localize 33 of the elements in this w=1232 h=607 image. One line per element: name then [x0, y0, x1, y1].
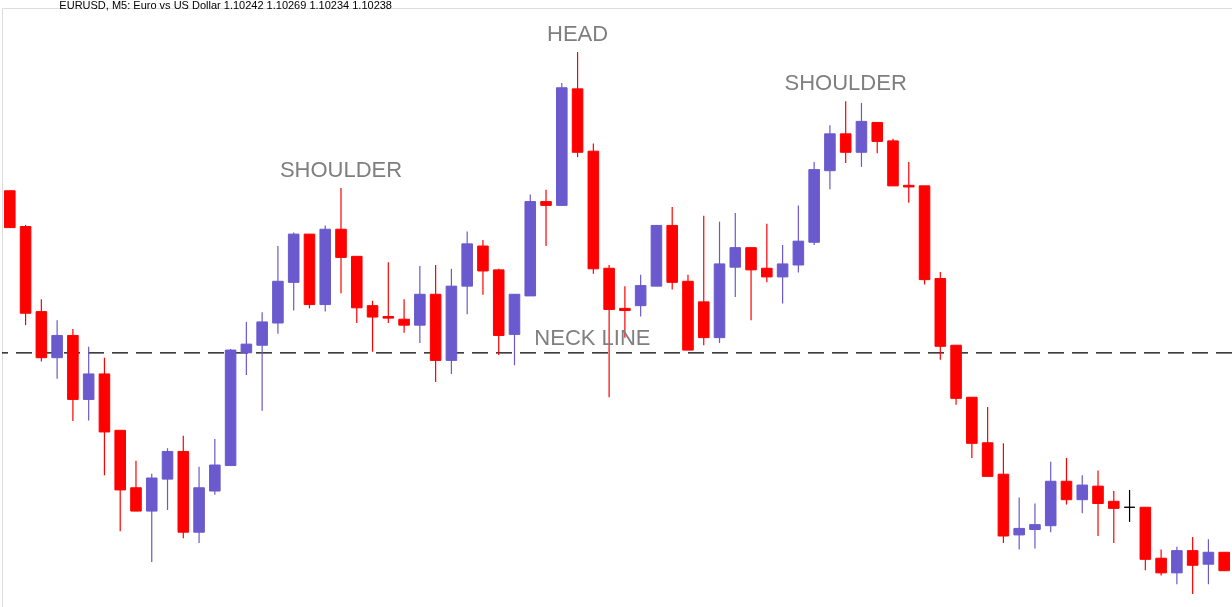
candlestick — [1155, 548, 1167, 577]
candlestick — [729, 212, 742, 298]
candlestick — [839, 100, 852, 164]
candlestick — [1092, 469, 1104, 537]
candlestick — [1108, 490, 1120, 544]
candlestick — [1013, 496, 1025, 551]
candlestick — [1186, 536, 1199, 595]
candlestick — [1076, 474, 1089, 514]
candlestick — [761, 223, 773, 283]
candlestick — [398, 298, 410, 334]
candlestick — [130, 460, 142, 512]
candlestick — [382, 261, 395, 324]
candlestick — [634, 274, 647, 318]
chart-title: EURUSD, M5: Euro vs US Dollar 1.10242 1.10269 1.10234 1.10238 — [59, 0, 393, 11]
candlestick — [792, 204, 805, 274]
candlestick — [1218, 551, 1230, 572]
annotation: HEAD — [547, 21, 609, 46]
candlestick — [1060, 457, 1073, 506]
candlestick — [776, 244, 789, 305]
candlestick — [745, 247, 757, 321]
candlestick — [366, 300, 379, 353]
candlestick — [1123, 489, 1136, 523]
annotation: SHOULDER — [784, 70, 907, 96]
candlestick — [871, 121, 884, 154]
candlestick — [256, 311, 268, 412]
candlestick — [902, 161, 915, 204]
candlestick — [540, 189, 552, 247]
candlestick — [240, 321, 253, 376]
annotation: SHOULDER — [279, 157, 403, 183]
candlestick — [1171, 546, 1183, 585]
candlestick — [51, 319, 63, 380]
candlestick — [1029, 502, 1041, 550]
candlestick — [1202, 538, 1215, 585]
